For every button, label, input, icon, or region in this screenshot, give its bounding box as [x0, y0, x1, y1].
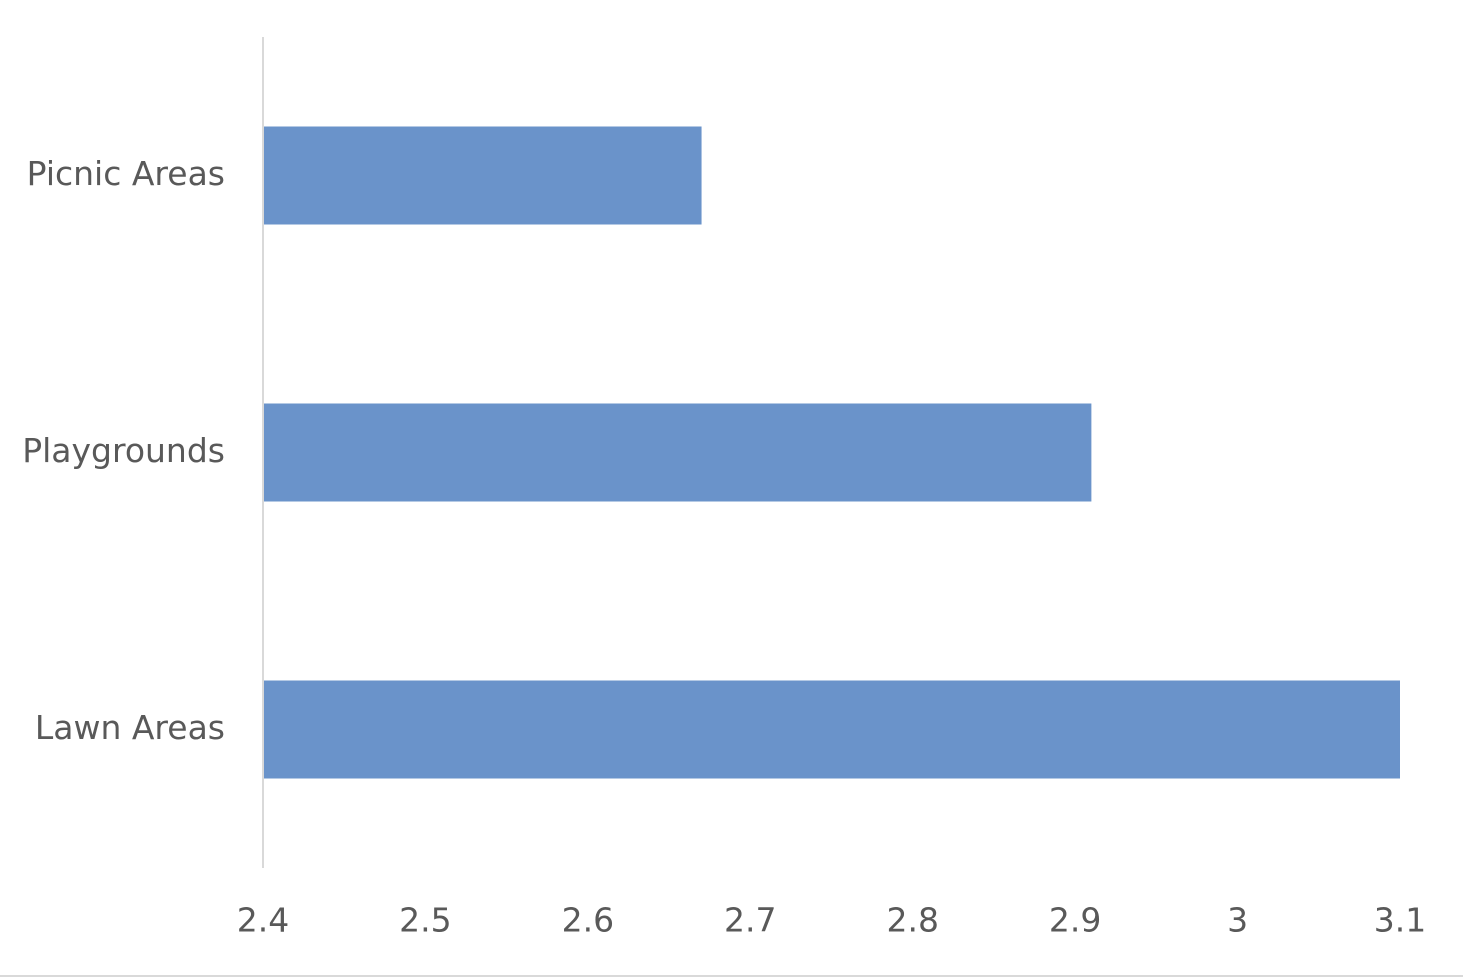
- x-tick-label: 2.7: [724, 901, 776, 940]
- bar: [263, 126, 702, 225]
- x-tick-label: 2.5: [399, 901, 451, 940]
- y-tick-label: Lawn Areas: [35, 708, 225, 747]
- x-tick-label: 2.4: [237, 901, 289, 940]
- x-tick-label: 2.9: [1049, 901, 1101, 940]
- y-tick-label: Playgrounds: [22, 431, 225, 470]
- bar: [263, 403, 1092, 502]
- x-tick-label: 3.1: [1374, 901, 1426, 940]
- x-tick-label: 3: [1227, 901, 1248, 940]
- x-tick-label: 2.8: [886, 901, 938, 940]
- bar: [263, 680, 1400, 779]
- y-tick-label: Picnic Areas: [27, 154, 225, 193]
- x-tick-label: 2.6: [562, 901, 614, 940]
